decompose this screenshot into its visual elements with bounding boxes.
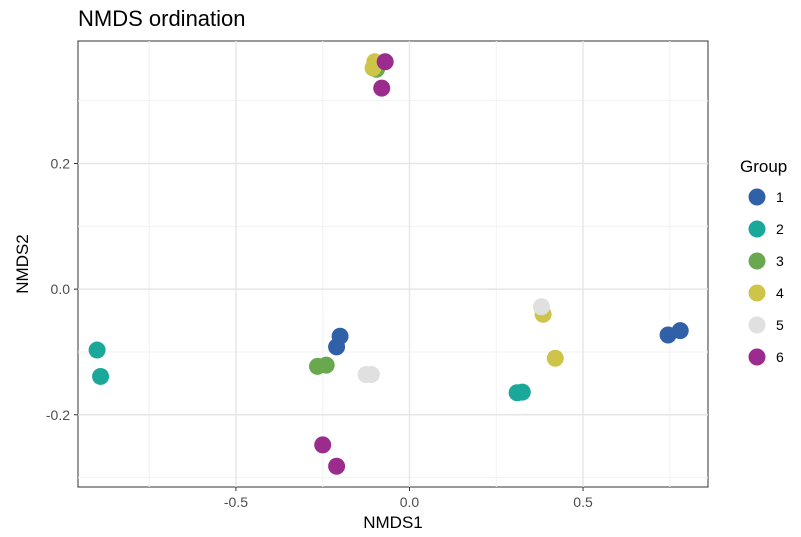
point-group-6 (314, 436, 332, 454)
x-tick-label: 0.0 (400, 494, 420, 510)
point-group-6 (373, 79, 391, 97)
legend-key-1 (748, 188, 766, 206)
point-group-5 (362, 366, 380, 384)
point-group-6 (376, 53, 394, 71)
legend-label-4: 4 (776, 285, 784, 301)
legend-key-2 (748, 220, 766, 238)
point-group-1 (671, 322, 689, 340)
x-axis-title: NMDS1 (363, 513, 423, 532)
point-group-5 (532, 298, 550, 316)
point-group-2 (513, 383, 531, 401)
point-group-2 (92, 367, 110, 385)
legend-key-3 (748, 252, 766, 270)
axes: -0.5 0.0 0.5 -0.2 0.0 0.2 (46, 155, 593, 510)
legend-key-4 (748, 284, 766, 302)
data-points (88, 53, 689, 475)
point-group-2 (88, 341, 106, 359)
plot-panel (77, 40, 709, 488)
legend-label-5: 5 (776, 317, 784, 333)
x-tick-label: 0.5 (573, 494, 593, 510)
point-group-1 (328, 338, 346, 356)
chart-title: NMDS ordination (78, 6, 246, 31)
legend-label-3: 3 (776, 253, 784, 269)
point-group-3 (317, 356, 335, 374)
legend-title: Group (740, 157, 787, 176)
x-tick-label: -0.5 (224, 494, 248, 510)
y-tick-label: 0.0 (51, 281, 71, 297)
legend-label-6: 6 (776, 349, 784, 365)
grid-lines (78, 41, 708, 487)
legend-key-5 (748, 316, 766, 334)
legend: Group 1 2 3 4 5 6 (740, 157, 787, 366)
legend-key-6 (748, 348, 766, 366)
y-tick-label: -0.2 (46, 407, 70, 423)
point-group-4 (546, 349, 564, 367)
y-tick-label: 0.2 (51, 155, 71, 171)
legend-label-2: 2 (776, 221, 784, 237)
legend-label-1: 1 (776, 189, 784, 205)
point-group-6 (328, 457, 346, 475)
y-axis-title: NMDS2 (13, 234, 32, 294)
